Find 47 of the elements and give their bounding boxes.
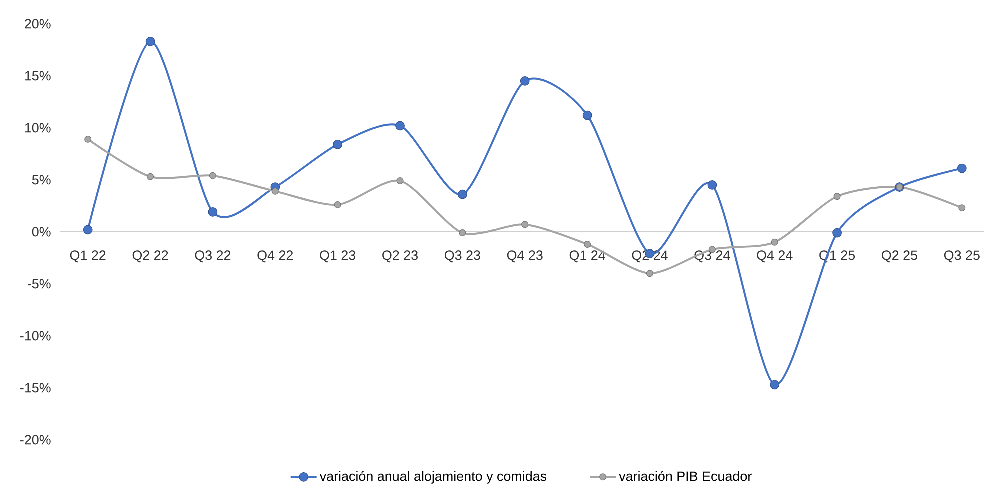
y-tick-label: 10% [25, 123, 51, 133]
point [584, 240, 592, 248]
x-tick-label: Q3 23 [445, 250, 480, 263]
y-tick-label: -5% [28, 279, 51, 289]
legend-label: variación anual alojamiento y comidas [320, 471, 547, 484]
x-tick-label: Q3 25 [944, 250, 980, 263]
point [522, 221, 529, 228]
point [771, 238, 778, 246]
point [334, 201, 342, 208]
y-tick-label: -10% [20, 331, 51, 341]
x-tick-label: Q2 22 [132, 250, 168, 263]
x-tick-label: Q3 22 [195, 250, 231, 263]
point [208, 208, 218, 217]
point [458, 190, 468, 200]
x-tick-label: Q2 23 [382, 250, 418, 263]
point [646, 270, 654, 278]
point [209, 172, 216, 180]
point [708, 180, 718, 190]
point [396, 121, 405, 131]
point [582, 110, 592, 120]
y-tick-label: 20% [25, 19, 51, 29]
y-tick-label: 0% [32, 227, 51, 237]
x-tick-label: Q4 22 [258, 250, 294, 263]
point [958, 204, 966, 212]
x-tick-label: Q1 23 [320, 250, 356, 263]
point [770, 380, 780, 390]
y-tick-label: 5% [32, 175, 51, 185]
point [396, 178, 404, 185]
point [957, 164, 967, 174]
point [520, 76, 530, 86]
point [272, 188, 279, 195]
y-tick-label: -20% [20, 435, 51, 445]
point [146, 36, 156, 46]
legend-label: variación PIB Ecuador [619, 471, 752, 482]
point [147, 173, 154, 180]
point [832, 228, 842, 238]
y-tick-label: -15% [20, 383, 51, 393]
x-tick-label: Q4 24 [757, 250, 793, 263]
point [333, 140, 343, 150]
point [83, 225, 93, 235]
x-tick-label: Q4 23 [507, 250, 543, 263]
x-tick-label: Q1 22 [70, 250, 106, 263]
point [84, 136, 92, 143]
x-tick-label: Q2 25 [882, 250, 918, 263]
point [459, 230, 466, 237]
point [834, 193, 841, 200]
y-tick-label: 15% [25, 71, 51, 81]
